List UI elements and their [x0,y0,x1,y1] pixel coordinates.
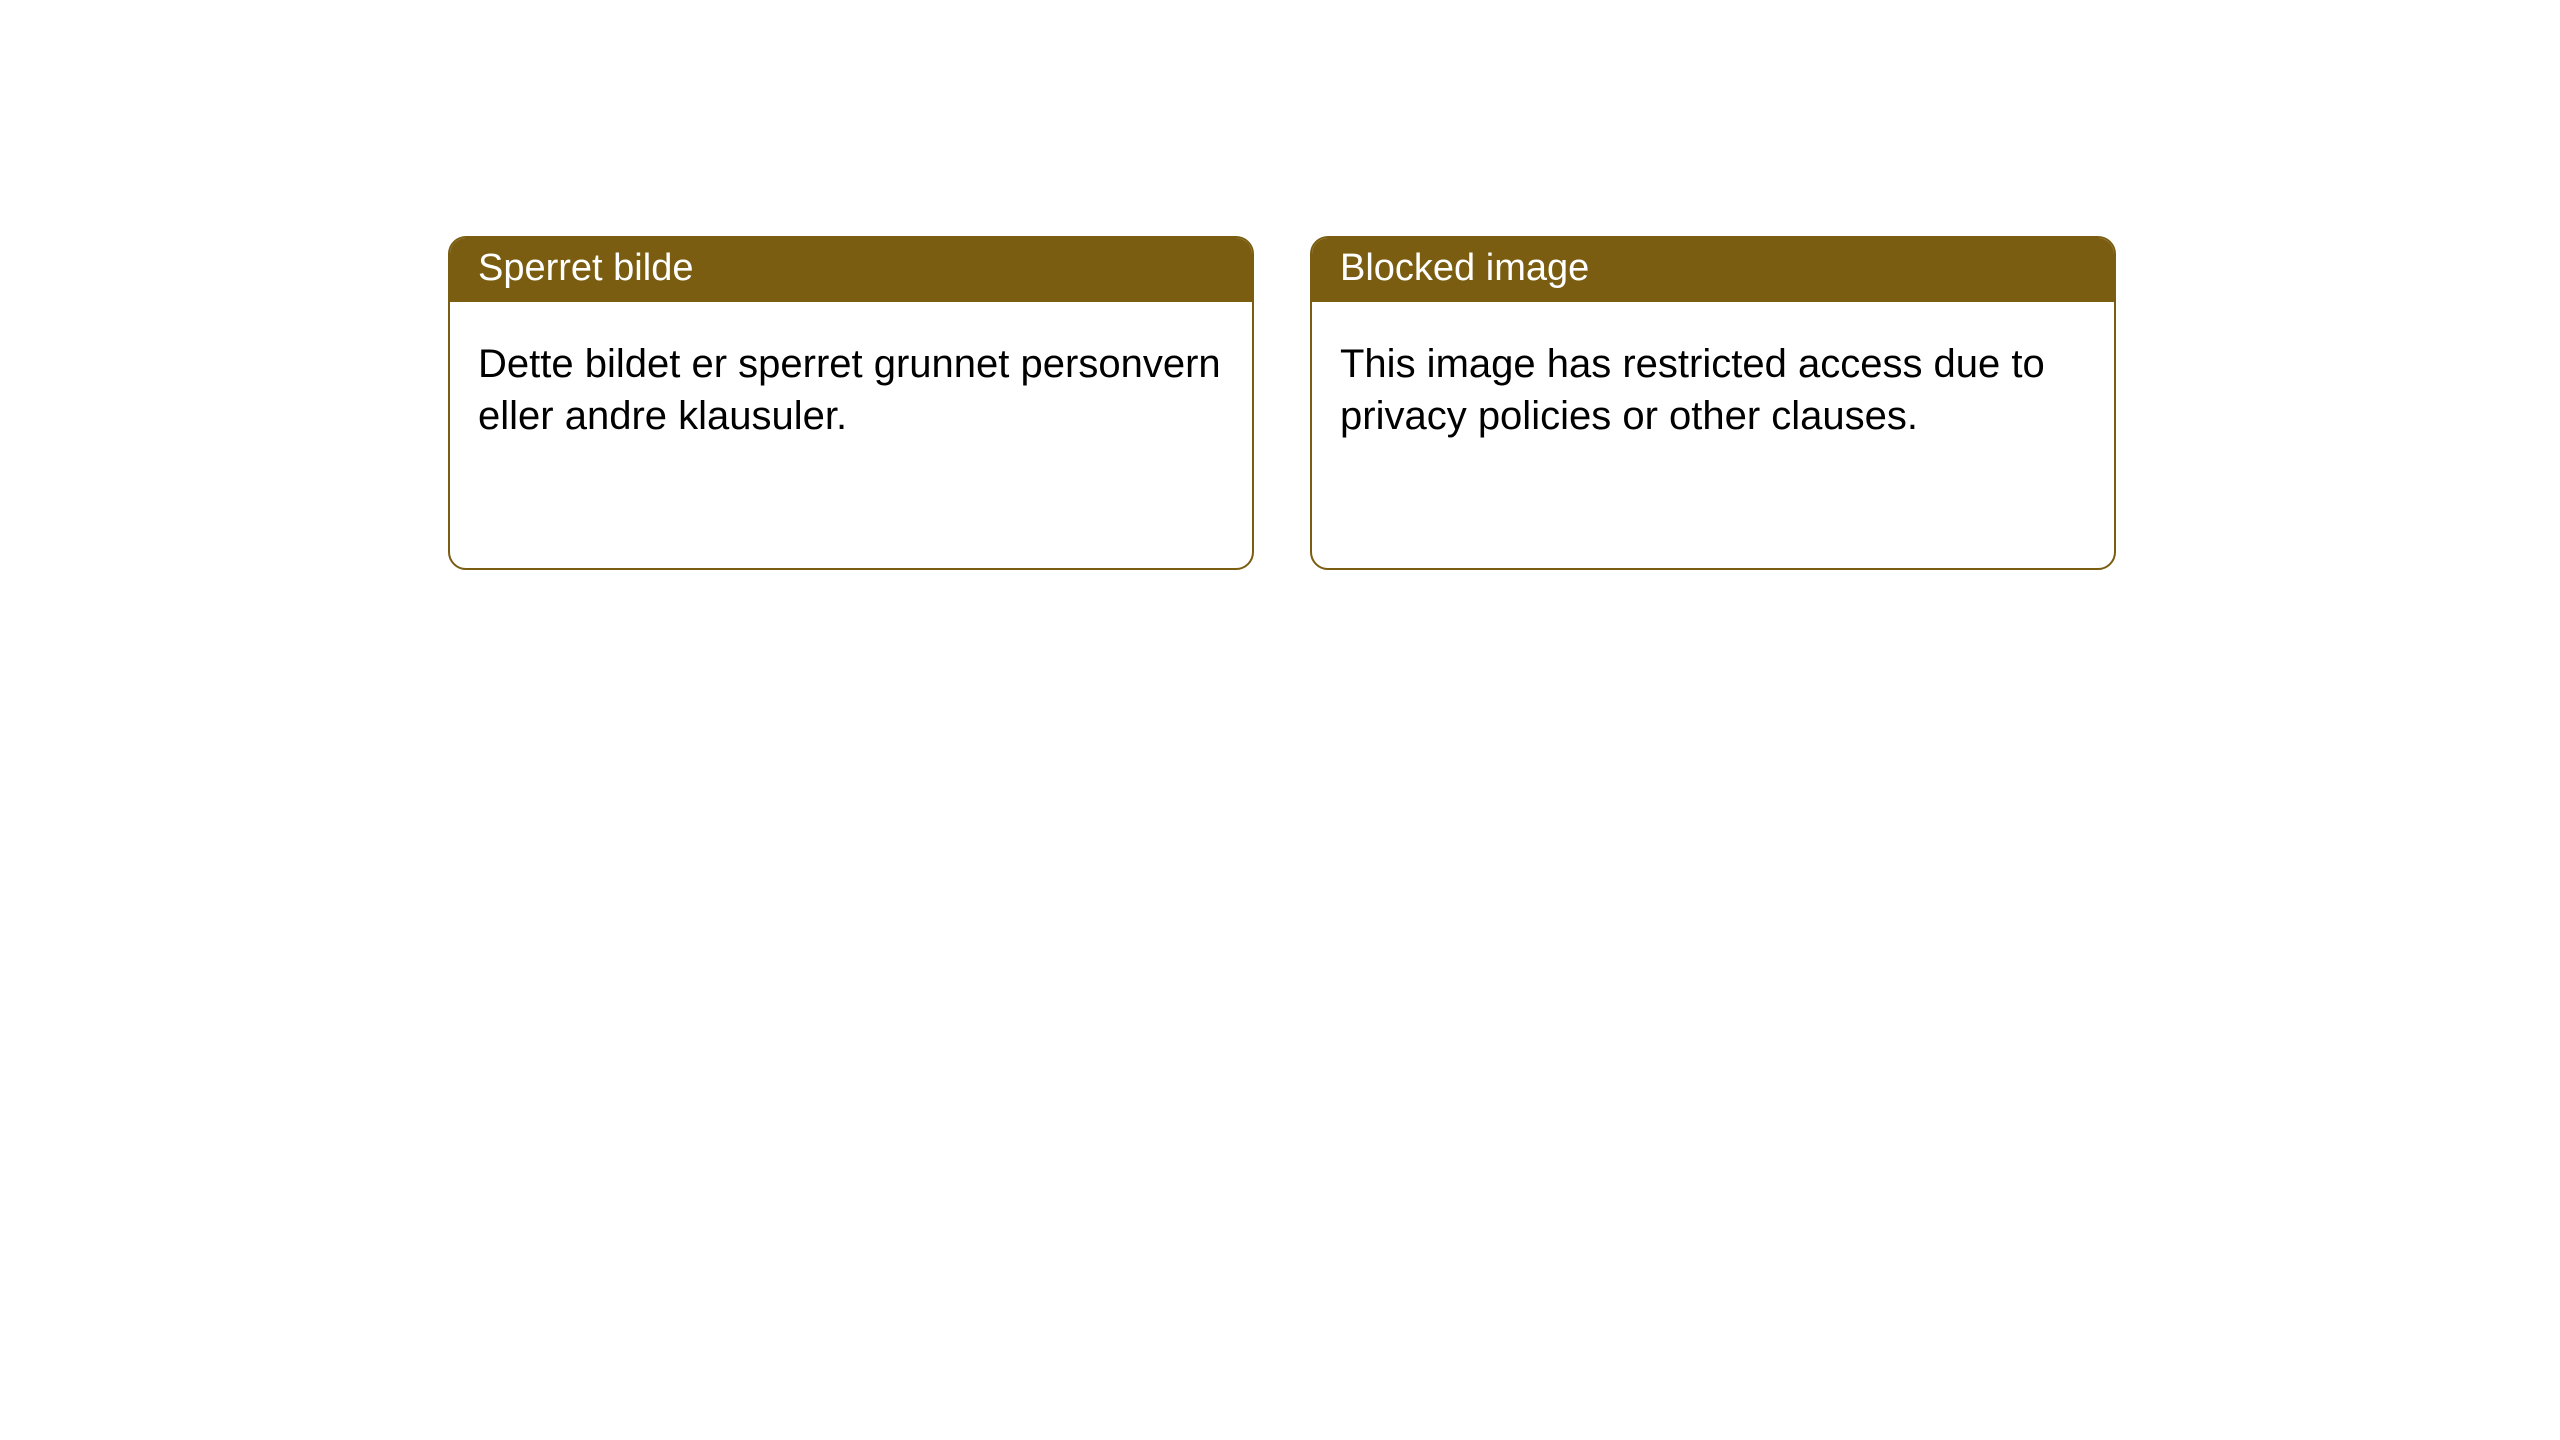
notice-title-english: Blocked image [1312,238,2114,302]
notice-body-english: This image has restricted access due to … [1312,302,2114,470]
notice-body-norwegian: Dette bildet er sperret grunnet personve… [450,302,1252,470]
notice-container: Sperret bilde Dette bildet er sperret gr… [448,236,2116,570]
notice-card-english: Blocked image This image has restricted … [1310,236,2116,570]
notice-title-norwegian: Sperret bilde [450,238,1252,302]
notice-card-norwegian: Sperret bilde Dette bildet er sperret gr… [448,236,1254,570]
